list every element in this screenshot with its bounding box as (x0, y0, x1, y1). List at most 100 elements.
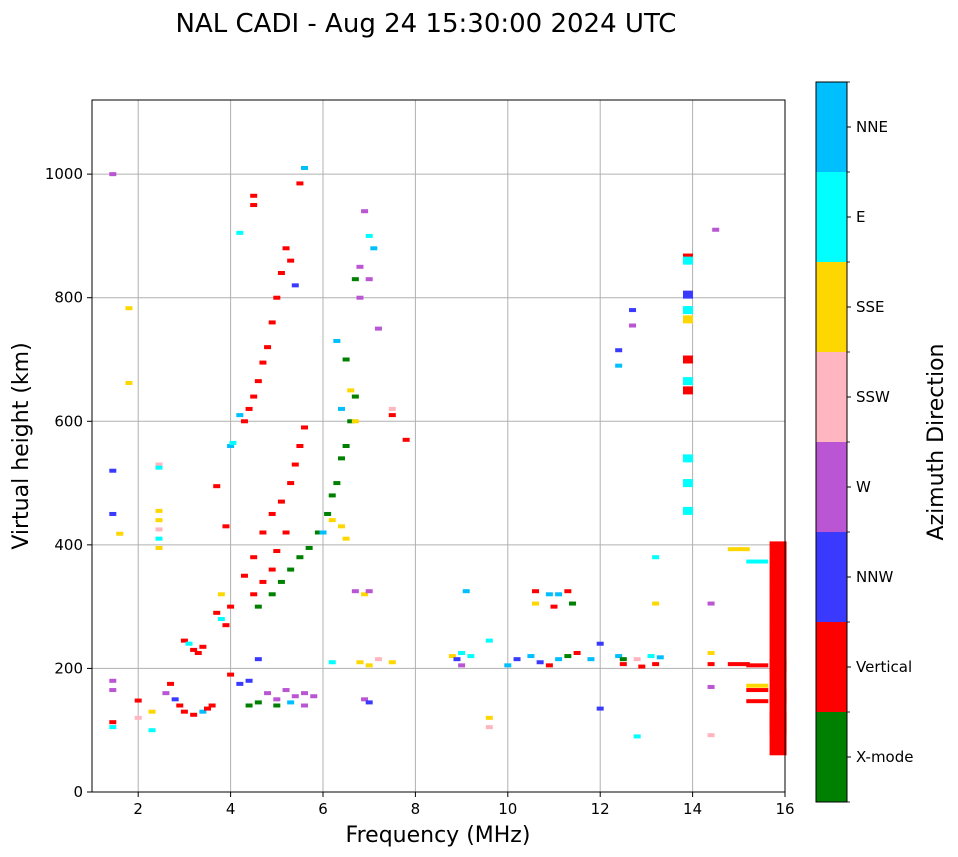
data-point (647, 654, 655, 659)
x-tick-label: 8 (411, 800, 421, 818)
data-point (254, 604, 262, 609)
colorbar-tick-label: X-mode (856, 748, 913, 766)
data-points (109, 165, 787, 756)
data-point (707, 601, 715, 606)
x-tick-label: 4 (226, 800, 236, 818)
data-point (229, 440, 237, 445)
data-point (365, 233, 373, 238)
data-point (652, 662, 660, 667)
data-point (328, 518, 336, 523)
data-point (208, 703, 216, 708)
data-point (155, 508, 163, 513)
data-point (185, 641, 193, 646)
data-point (171, 697, 179, 702)
data-point (361, 697, 369, 702)
y-tick-label: 400 (54, 536, 83, 554)
data-point (485, 725, 493, 730)
data-point (109, 511, 117, 516)
data-point (615, 654, 623, 659)
data-point (155, 527, 163, 532)
x-tick-label: 16 (775, 800, 794, 818)
y-tick-label: 200 (54, 659, 83, 677)
data-point (746, 663, 769, 668)
data-point (217, 592, 225, 597)
data-point (155, 462, 163, 467)
data-point (365, 700, 373, 705)
data-point (301, 691, 309, 696)
data-point (453, 657, 461, 662)
data-point (615, 348, 623, 353)
data-point (180, 709, 188, 714)
data-point (769, 711, 787, 756)
data-point (448, 654, 456, 659)
data-point (222, 623, 230, 628)
data-point (328, 660, 336, 665)
data-point (633, 657, 641, 662)
data-point (282, 246, 290, 251)
x-tick-label: 12 (591, 800, 610, 818)
data-point (587, 657, 595, 662)
data-point (555, 592, 563, 597)
data-point (746, 559, 769, 564)
data-point (314, 530, 322, 535)
data-point (342, 536, 350, 541)
data-point (347, 419, 355, 424)
data-point (190, 712, 198, 717)
data-point (273, 295, 281, 300)
data-point (458, 663, 466, 668)
colorbar-tick-label: Vertical (856, 658, 912, 676)
data-point (682, 256, 693, 265)
data-point (277, 271, 285, 275)
data-point (155, 518, 163, 523)
data-point (194, 650, 202, 655)
y-tick-label: 1000 (45, 165, 83, 183)
data-point (746, 699, 769, 704)
y-axis-ticks: 0 200 400 600 800 1000 (45, 165, 92, 801)
data-point (356, 295, 364, 300)
colorbar-segment-nnw (816, 532, 847, 622)
data-point (109, 688, 117, 693)
data-point (296, 181, 304, 186)
data-point (682, 386, 693, 395)
grid (92, 100, 785, 792)
data-point (245, 703, 253, 708)
x-tick-label: 2 (133, 800, 143, 818)
y-tick-label: 0 (73, 783, 83, 801)
data-point (264, 691, 272, 696)
data-point (564, 654, 572, 659)
data-point (727, 662, 750, 667)
data-point (245, 678, 253, 683)
data-point (240, 419, 248, 424)
data-point (615, 363, 623, 368)
colorbar-tick-label: SSE (856, 298, 885, 316)
data-point (596, 641, 604, 646)
data-point (296, 555, 304, 560)
data-point (573, 650, 581, 655)
data-point (712, 227, 720, 232)
data-point (374, 657, 382, 662)
data-point (155, 545, 163, 550)
data-point (337, 406, 345, 411)
data-point (652, 601, 660, 606)
data-point (319, 530, 327, 535)
data-point (155, 536, 163, 541)
data-point (337, 524, 345, 529)
data-point (109, 468, 117, 473)
data-point (746, 688, 769, 693)
data-point (190, 647, 198, 652)
data-point (356, 264, 364, 269)
data-point (282, 530, 290, 535)
data-point (277, 579, 285, 584)
data-point (301, 165, 309, 170)
data-point (638, 664, 646, 669)
data-point (287, 258, 295, 263)
data-point (250, 555, 258, 560)
data-point (347, 388, 355, 393)
data-point (769, 584, 787, 629)
colorbar-segment-ssw (816, 352, 847, 442)
x-tick-label: 6 (318, 800, 328, 818)
data-point (682, 506, 693, 515)
data-point (204, 706, 211, 711)
data-point (301, 425, 309, 430)
data-point (227, 672, 235, 677)
